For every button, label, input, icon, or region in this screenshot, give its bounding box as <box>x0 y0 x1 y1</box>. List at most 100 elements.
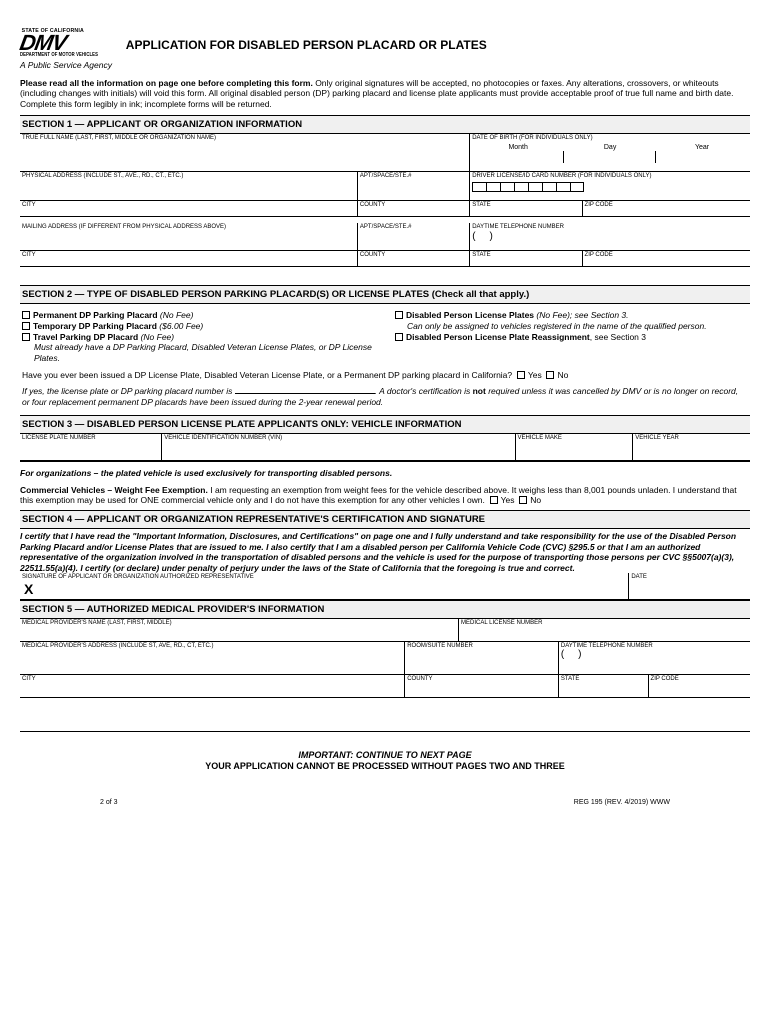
sec5-row2: MEDICAL PROVIDER'S ADDRESS (INCLUDE ST, … <box>20 642 750 676</box>
section-4-header: SECTION 4 — APPLICANT OR ORGANIZATION RE… <box>20 510 750 529</box>
opt-temporary[interactable]: Temporary DP Parking Placard ($6.00 Fee) <box>22 321 375 332</box>
section-1-header: SECTION 1 — APPLICANT OR ORGANIZATION IN… <box>20 115 750 134</box>
field-zip[interactable]: ZIP CODE <box>582 201 750 218</box>
field-med-phone[interactable]: DAYTIME TELEPHONE NUMBER ( ) <box>558 642 750 676</box>
field-county2[interactable]: COUNTY <box>357 251 469 268</box>
opt-permanent-label: Permanent DP Parking Placard <box>33 310 158 320</box>
checkbox-icon[interactable] <box>395 311 403 319</box>
field-med-name[interactable]: MEDICAL PROVIDER'S NAME (LAST, FIRST, MI… <box>20 619 458 642</box>
opt-travel[interactable]: Travel Parking DP Placard (No Fee) <box>22 332 375 343</box>
sec2-col2: Disabled Person License Plates (No Fee);… <box>395 310 748 363</box>
dl-comb[interactable] <box>472 182 748 192</box>
label-mail: MAILING ADDRESS (IF DIFFERENT FROM PHYSI… <box>22 224 355 231</box>
field-county[interactable]: COUNTY <box>357 201 469 218</box>
checkbox-no[interactable] <box>546 371 554 379</box>
opt-plates[interactable]: Disabled Person License Plates (No Fee);… <box>395 310 748 321</box>
field-phone[interactable]: DAYTIME TELEPHONE NUMBER ( ) <box>469 223 750 251</box>
label-no2: No <box>530 495 541 505</box>
label-sig-date: DATE <box>631 574 748 581</box>
field-med-state[interactable]: STATE <box>558 675 648 698</box>
signature-x: X <box>22 581 626 597</box>
field-med-room[interactable]: ROOM/SUITE NUMBER <box>404 642 558 676</box>
checkbox-yes2[interactable] <box>490 496 498 504</box>
field-year[interactable]: VEHICLE YEAR <box>632 434 750 461</box>
field-zip2[interactable]: ZIP CODE <box>582 251 750 268</box>
label-dl: DRIVER LICENSE/ID CARD NUMBER (FOR INDIV… <box>472 173 748 180</box>
label-zip2: ZIP CODE <box>585 252 748 259</box>
field-med-addr[interactable]: MEDICAL PROVIDER'S ADDRESS (INCLUDE ST, … <box>20 642 404 676</box>
q1-text: Have you ever been issued a DP License P… <box>22 370 512 380</box>
label-state2: STATE <box>472 252 579 259</box>
label-med-state: STATE <box>561 676 646 683</box>
com-bold: Commercial Vehicles – Weight Fee Exempti… <box>20 485 208 495</box>
label-med-zip: ZIP CODE <box>651 676 748 683</box>
label-med-phone: DAYTIME TELEPHONE NUMBER <box>561 643 748 650</box>
field-state2[interactable]: STATE <box>469 251 581 268</box>
ifyes-1: If yes, the license plate or DP parking … <box>22 386 235 396</box>
form-title: APPLICATION FOR DISABLED PERSON PLACARD … <box>126 38 487 52</box>
field-med-lic[interactable]: MEDICAL LICENSE NUMBER <box>458 619 750 642</box>
checkbox-icon[interactable] <box>22 311 30 319</box>
label-zip: ZIP CODE <box>585 202 748 209</box>
label-vin: VEHICLE IDENTIFICATION NUMBER (VIN) <box>164 435 512 442</box>
tagline: A Public Service Agency <box>20 60 750 70</box>
field-med-county[interactable]: COUNTY <box>404 675 558 698</box>
checkbox-icon[interactable] <box>22 322 30 330</box>
opt-reassign-label: Disabled Person License Plate Reassignme… <box>406 332 590 342</box>
placard-number-blank[interactable] <box>235 386 375 394</box>
field-full-name[interactable]: TRUE FULL NAME (LAST, FIRST, MIDDLE OR O… <box>20 134 469 172</box>
opt-reassign[interactable]: Disabled Person License Plate Reassignme… <box>395 332 748 343</box>
opt-temporary-label: Temporary DP Parking Placard <box>33 321 157 331</box>
field-signature[interactable]: SIGNATURE OF APPLICANT OR ORGANIZATION A… <box>20 573 628 600</box>
label-phone: DAYTIME TELEPHONE NUMBER <box>472 224 748 231</box>
field-mail-addr[interactable]: MAILING ADDRESS (IF DIFFERENT FROM PHYSI… <box>20 223 357 251</box>
field-phys-addr[interactable]: PHYSICAL ADDRESS (INCLUDE ST., AVE., RD.… <box>20 172 357 201</box>
field-lp[interactable]: LICENSE PLATE NUMBER <box>20 434 161 461</box>
field-apt[interactable]: APT/SPACE/STE.# <box>357 172 469 201</box>
field-state[interactable]: STATE <box>469 201 581 218</box>
sec5-row3: CITY COUNTY STATE ZIP CODE <box>20 675 750 698</box>
label-med-room: ROOM/SUITE NUMBER <box>407 643 556 650</box>
sec5-row1: MEDICAL PROVIDER'S NAME (LAST, FIRST, MI… <box>20 619 750 642</box>
field-make[interactable]: VEHICLE MAKE <box>515 434 633 461</box>
phone-paren: ( ) <box>472 231 748 242</box>
label-day: Day <box>564 144 656 151</box>
label-city: CITY <box>22 202 355 209</box>
checkbox-icon[interactable] <box>395 333 403 341</box>
opt-temporary-fee: ($6.00 Fee) <box>157 321 203 331</box>
label-med-addr: MEDICAL PROVIDER'S ADDRESS (INCLUDE ST, … <box>22 643 402 650</box>
label-phys-addr: PHYSICAL ADDRESS (INCLUDE ST., AVE., RD.… <box>22 173 355 180</box>
field-med-zip[interactable]: ZIP CODE <box>648 675 750 698</box>
label-full-name: TRUE FULL NAME (LAST, FIRST, MIDDLE OR O… <box>22 135 467 142</box>
sec2-ifyes: If yes, the license plate or DP parking … <box>22 386 748 407</box>
label-yes: Yes <box>528 370 542 380</box>
sec1-row2: PHYSICAL ADDRESS (INCLUDE ST., AVE., RD.… <box>20 172 750 201</box>
field-vin[interactable]: VEHICLE IDENTIFICATION NUMBER (VIN) <box>161 434 514 461</box>
footer-caption: YOUR APPLICATION CANNOT BE PROCESSED WIT… <box>20 761 750 773</box>
sec1-row4: MAILING ADDRESS (IF DIFFERENT FROM PHYSI… <box>20 223 750 251</box>
label-med-name: MEDICAL PROVIDER'S NAME (LAST, FIRST, MI… <box>22 620 456 627</box>
field-city2[interactable]: CITY <box>20 251 357 268</box>
label-med-lic: MEDICAL LICENSE NUMBER <box>461 620 748 627</box>
field-med-city[interactable]: CITY <box>20 675 404 698</box>
field-sig-date[interactable]: DATE <box>628 573 750 600</box>
sec3-row: LICENSE PLATE NUMBER VEHICLE IDENTIFICAT… <box>20 434 750 461</box>
section-5-header: SECTION 5 — AUTHORIZED MEDICAL PROVIDER'… <box>20 600 750 619</box>
checkbox-no2[interactable] <box>519 496 527 504</box>
opt-plates-fee: (No Fee); see Section 3. <box>534 310 629 320</box>
field-dob[interactable]: DATE OF BIRTH (FOR INDIVIDUALS ONLY) Mon… <box>469 134 750 172</box>
intro-text: Please read all the information on page … <box>20 78 750 110</box>
checkbox-icon[interactable] <box>22 333 30 341</box>
opt-permanent[interactable]: Permanent DP Parking Placard (No Fee) <box>22 310 375 321</box>
footer-note: IMPORTANT: CONTINUE TO NEXT PAGE YOUR AP… <box>20 750 750 773</box>
checkbox-yes[interactable] <box>517 371 525 379</box>
label-make: VEHICLE MAKE <box>518 435 631 442</box>
sec1-row5: CITY COUNTY STATE ZIP CODE <box>20 251 750 268</box>
dob-boxes[interactable] <box>472 151 748 163</box>
label-lp: LICENSE PLATE NUMBER <box>22 435 159 442</box>
field-dl[interactable]: DRIVER LICENSE/ID CARD NUMBER (FOR INDIV… <box>469 172 750 201</box>
page-number: 2 of 3 <box>100 799 118 806</box>
field-city[interactable]: CITY <box>20 201 357 218</box>
section-3-header: SECTION 3 — DISABLED PERSON LICENSE PLAT… <box>20 415 750 434</box>
field-apt2[interactable]: APT/SPACE/STE.# <box>357 223 469 251</box>
